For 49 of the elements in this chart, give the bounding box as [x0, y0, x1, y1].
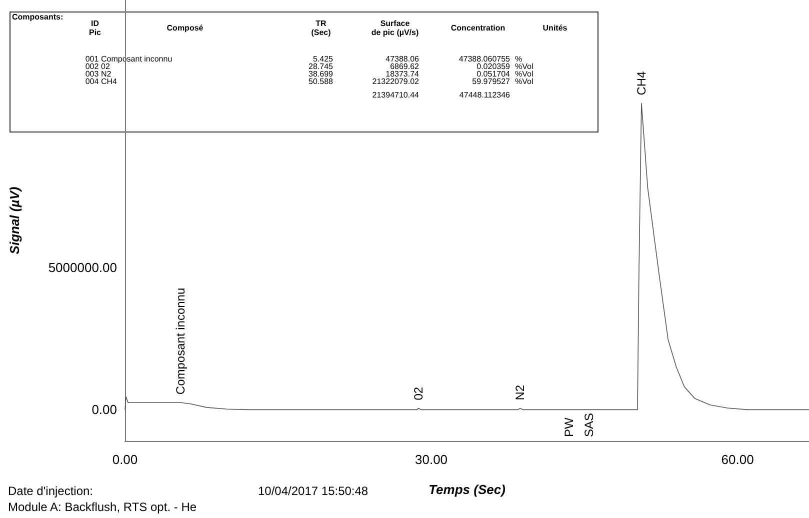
text: 003	[85, 70, 100, 78]
annotation: Concentration	[450, 24, 506, 32]
text: 10/04/2017 15:50:48	[258, 484, 368, 498]
text: Date d'injection:	[8, 484, 94, 498]
text: CH4	[101, 77, 118, 86]
text: 002	[85, 62, 100, 71]
text: ID Pic	[88, 19, 102, 37]
text: Module A: Backflush, RTS opt. - He	[8, 500, 197, 514]
text: 02	[101, 62, 110, 71]
annotation: 21322079.02	[372, 77, 420, 86]
annotation: Composant inconnu	[173, 288, 188, 395]
y-tick-label: 5000000.00	[48, 260, 117, 275]
annotation: 50.588	[308, 77, 334, 86]
annotation: 0.051704	[476, 70, 511, 78]
annotation: 21394710.44	[372, 90, 420, 100]
text: N2	[101, 70, 112, 78]
text: 001	[85, 54, 100, 64]
annotation: 6869.62	[390, 62, 420, 71]
x-axis-title: Temps (Sec)	[428, 482, 506, 497]
annotation: Unités	[542, 24, 568, 32]
annotation: TR (Sec)	[311, 19, 332, 37]
text: Composants:	[12, 12, 64, 22]
annotation: 18373.74	[386, 70, 420, 78]
annotation: %Vol	[515, 77, 534, 86]
annotation: 47388.060755	[458, 54, 511, 64]
annotation: %	[515, 54, 522, 64]
annotation: SAS	[582, 412, 596, 437]
annotation: 59.979527	[472, 77, 511, 86]
annotation: %Vol	[515, 70, 534, 78]
x-tick-label: 60.00	[721, 452, 754, 467]
annotation: N2	[513, 384, 528, 400]
annotation: 02	[411, 386, 426, 400]
annotation: CH4	[634, 70, 648, 96]
text: 004	[85, 77, 100, 86]
annotation: Composé	[166, 24, 204, 32]
line-series	[124, 102, 809, 410]
annotation: 38.699	[308, 70, 334, 78]
annotation: 5.425	[312, 54, 334, 64]
annotation: 47388.06	[386, 54, 420, 64]
x-tick-label: 30.00	[414, 452, 448, 467]
annotation: %Vol	[515, 62, 534, 71]
x-tick-label: 0.00	[112, 452, 138, 467]
annotation: Surface de pic (µV/s)	[371, 19, 419, 37]
annotation: 0.020359	[476, 62, 511, 71]
annotation: 28.745	[308, 62, 334, 71]
annotation: PW	[562, 416, 576, 437]
y-axis-title: Signal (µV)	[7, 186, 22, 254]
annotation: 47448.112346	[459, 90, 511, 100]
annotation: Composant inconnu	[101, 54, 172, 64]
